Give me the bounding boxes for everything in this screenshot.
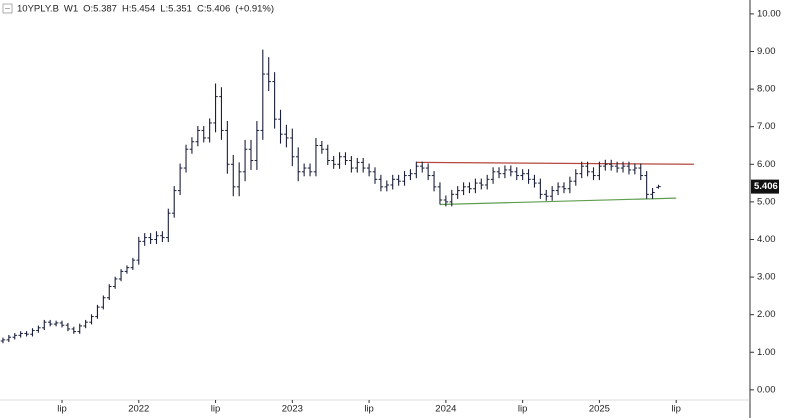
- header-text: L:5.351: [160, 4, 192, 15]
- trendline: [416, 161, 694, 165]
- header-text: C:5.406: [197, 4, 230, 15]
- y-tick-label: 3.00: [757, 272, 776, 283]
- x-tick-label: 2024: [435, 404, 456, 415]
- header-text: H:5.454: [122, 4, 155, 15]
- y-tick-label: 8.00: [757, 84, 776, 95]
- y-tick-label: 10.00: [757, 8, 781, 19]
- last-price-box: [751, 179, 779, 194]
- header: 10YPLY.B W1 O:5.387 H:5.454 L:5.351 C:5.406 (+…: [17, 4, 274, 15]
- y-tick-label: 7.00: [757, 121, 776, 132]
- trendline: [439, 197, 677, 206]
- y-tick-label: 2.00: [757, 309, 776, 320]
- header-text: (+0.91%): [235, 4, 274, 15]
- x-tick-label: 2023: [282, 404, 303, 415]
- y-tick-label: 9.00: [757, 46, 776, 57]
- x-tick-label: lip: [211, 404, 221, 415]
- last-price-label: 5.406: [754, 181, 778, 192]
- header-text: W1: [64, 4, 78, 15]
- header-text: O:5.387: [83, 4, 117, 15]
- x-tick-label: 2022: [128, 404, 149, 415]
- y-tick-label: 0.00: [757, 384, 776, 395]
- y-tick-label: 4.00: [757, 234, 776, 245]
- x-tick-label: 2025: [589, 404, 610, 415]
- x-tick-label: lip: [57, 404, 67, 415]
- y-tick-label: 5.00: [757, 196, 776, 207]
- x-tick-label: lip: [518, 404, 528, 415]
- x-tick-label: lip: [671, 404, 681, 415]
- y-tick-label: 1.00: [757, 347, 776, 358]
- collapse-icon[interactable]: [2, 3, 13, 14]
- x-tick-label: lip: [364, 404, 374, 415]
- header-text: 10YPLY.B: [17, 4, 59, 15]
- y-tick-label: 6.00: [757, 159, 776, 170]
